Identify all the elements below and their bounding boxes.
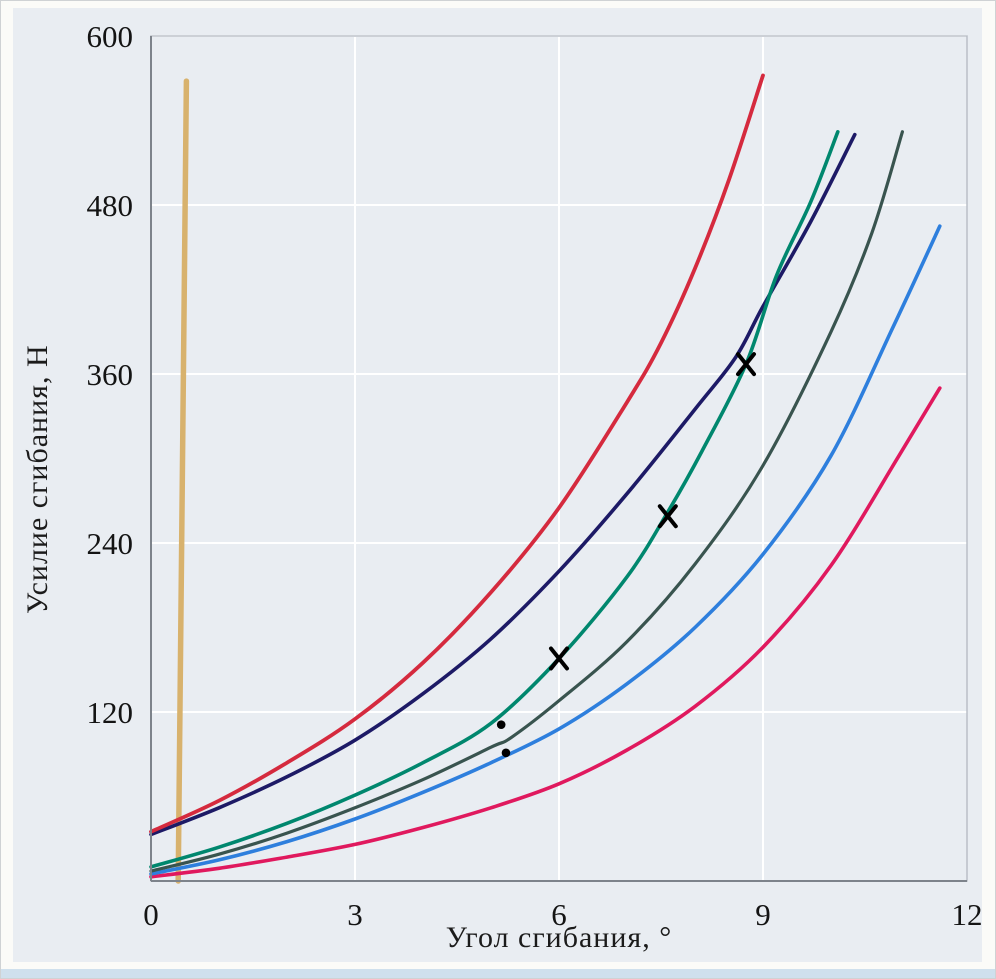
light-blue-curve bbox=[149, 224, 942, 876]
bottom-strip bbox=[1, 969, 995, 978]
gold-vertical-line bbox=[175, 78, 190, 884]
y-tick-label: 240 bbox=[87, 526, 134, 561]
navy-curve bbox=[149, 132, 857, 837]
x-tick-label: 3 bbox=[347, 897, 363, 932]
x-tick-label: 9 bbox=[755, 897, 771, 932]
dot-marker bbox=[496, 720, 506, 729]
y-tick-label: 360 bbox=[87, 357, 134, 392]
x-axis-title: Угол сгибания, ° bbox=[445, 921, 673, 954]
red-curve bbox=[149, 73, 765, 834]
chart-panel bbox=[13, 8, 982, 962]
cross-marker bbox=[657, 504, 678, 529]
cross-marker bbox=[736, 352, 756, 377]
x-tick-label: 0 bbox=[143, 897, 159, 932]
teal-curve bbox=[149, 130, 840, 869]
crimson-curve bbox=[149, 386, 942, 879]
y-axis-title: Усилие сгибания, Н bbox=[21, 343, 54, 614]
dark-slate-curve bbox=[149, 130, 904, 873]
y-tick-label: 120 bbox=[87, 695, 134, 730]
y-tick-label: 480 bbox=[87, 188, 134, 223]
cross-marker bbox=[549, 646, 569, 671]
dot-marker bbox=[501, 748, 511, 758]
x-tick-label: 6 bbox=[551, 897, 567, 932]
y-tick-label: 600 bbox=[87, 19, 134, 54]
x-tick-label: 12 bbox=[952, 897, 983, 932]
